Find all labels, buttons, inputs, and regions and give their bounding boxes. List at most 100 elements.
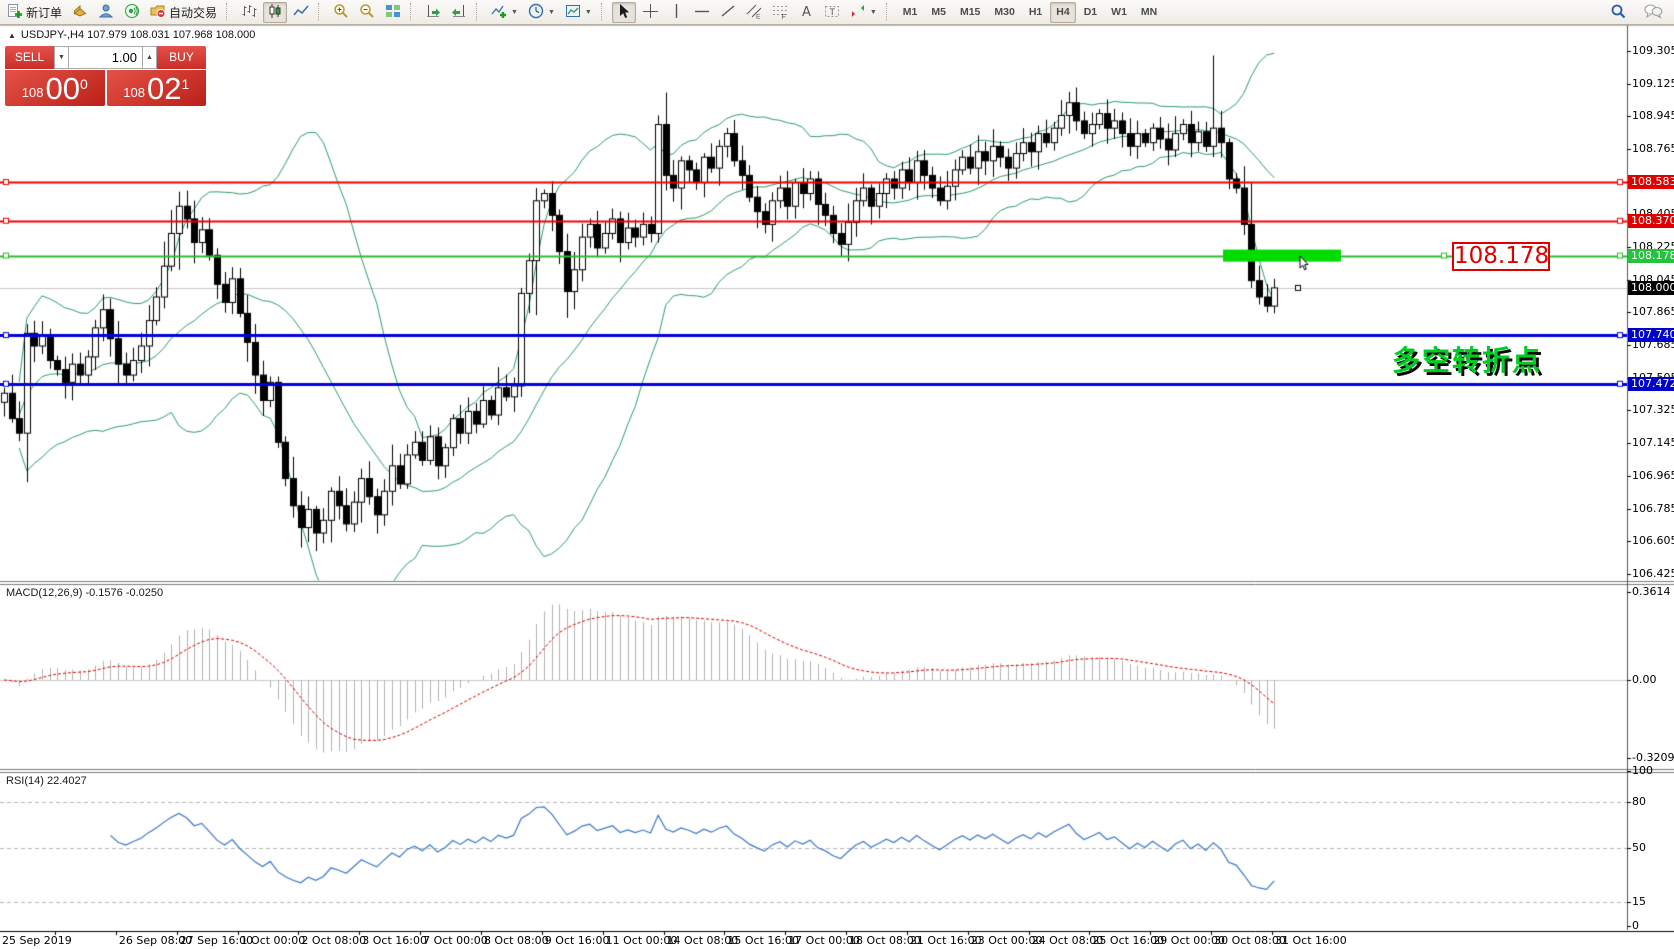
- chart-shift-icon: [451, 3, 467, 22]
- text-button[interactable]: A: [794, 2, 818, 23]
- tf-mn-button[interactable]: MN: [1140, 6, 1158, 18]
- volume-increase-button[interactable]: ▲: [142, 46, 157, 69]
- price-callout-label[interactable]: 108.178: [1452, 242, 1550, 271]
- community-button[interactable]: [94, 2, 118, 23]
- tf-h4-button[interactable]: H4: [1050, 1, 1076, 23]
- svg-text:E: E: [756, 13, 761, 19]
- auto-scroll-icon: [425, 3, 441, 22]
- autotrade-icon: [150, 3, 166, 22]
- line-chart-icon: [293, 3, 309, 22]
- buy-button[interactable]: BUY: [157, 46, 206, 69]
- vertical-line-button[interactable]: [664, 2, 688, 23]
- date-tick-label: 29 Oct 00:00: [1153, 934, 1226, 947]
- arrows-button[interactable]: ▼: [846, 2, 881, 23]
- arrows-icon: [850, 3, 866, 22]
- rsi-tick-label: 50: [1632, 841, 1646, 854]
- date-tick-label: 21 Oct 16:00: [909, 934, 982, 947]
- collapse-panel-icon[interactable]: ▲: [8, 30, 16, 40]
- sell-button[interactable]: SELL: [5, 46, 54, 69]
- price-level-label: 108.583: [1628, 175, 1674, 190]
- rsi-tick-label: 15: [1632, 895, 1646, 909]
- rsi-tick-label: 100: [1632, 763, 1653, 777]
- cursor-button[interactable]: [611, 1, 636, 23]
- tf-w1-button[interactable]: W1: [1111, 6, 1127, 18]
- bid-price-box[interactable]: 108 00 0: [5, 70, 105, 106]
- turning-point-annotation[interactable]: 多空转折点: [1392, 345, 1543, 376]
- price-tick-label: 107.145: [1632, 436, 1674, 450]
- candle-chart-button[interactable]: [263, 1, 288, 23]
- price-level-label: 108.000: [1628, 280, 1674, 295]
- rsi-tick-label: 0: [1632, 918, 1639, 932]
- date-tick-label: 14 Oct 08:00: [666, 934, 739, 947]
- indicators-button[interactable]: ▼: [487, 2, 522, 23]
- toolbar-separator: [600, 3, 608, 21]
- trendline-button[interactable]: [716, 2, 740, 23]
- date-tick-label: 15 Oct 16:00: [727, 934, 800, 947]
- date-tick-label: 30 Oct 08:00: [1214, 934, 1286, 947]
- fibonacci-icon: F: [772, 3, 788, 22]
- zoom-out-button[interactable]: [355, 2, 379, 23]
- zoom-in-button[interactable]: [329, 2, 353, 23]
- volume-decrease-button[interactable]: ▼: [54, 46, 69, 69]
- date-tick-label: 23 Oct 00:00: [970, 934, 1043, 947]
- text-label-icon: T: [824, 3, 840, 22]
- macd-tick-label: 0.3614: [1632, 585, 1671, 599]
- bar-chart-button[interactable]: [237, 2, 261, 23]
- autotrade-button[interactable]: 自动交易: [146, 2, 221, 23]
- line-chart-button[interactable]: [289, 2, 313, 23]
- templates-button[interactable]: ▼: [561, 2, 596, 23]
- indicators-icon: [491, 3, 507, 22]
- date-tick-label: 3 Oct 16:00: [362, 934, 427, 947]
- rsi-tick-label: 80: [1632, 794, 1646, 808]
- ask-pip-digit: 1: [181, 76, 190, 92]
- toolbar-separator: [476, 3, 483, 21]
- tile-windows-icon: [385, 3, 401, 22]
- volume-input[interactable]: [69, 46, 142, 69]
- toolbar-separator: [226, 3, 233, 21]
- chevron-down-icon: ▼: [869, 8, 877, 16]
- chat-button[interactable]: [1640, 2, 1667, 23]
- periods-button[interactable]: ▼: [524, 2, 559, 23]
- periods-icon: [528, 3, 544, 22]
- tf-m1-button[interactable]: M1: [902, 6, 918, 18]
- main-toolbar: 新订单 自动交易 ▼ ▼ ▼ E F A T ▼ M1 M5 M15 M30 H1 H4 D1 W1 MN: [0, 0, 1674, 25]
- price-level-label: 107.472: [1628, 376, 1674, 391]
- fibonacci-button[interactable]: F: [768, 2, 792, 23]
- channel-button[interactable]: E: [742, 2, 766, 23]
- horizontal-line-button[interactable]: [690, 2, 714, 23]
- bid-big-digits: 00: [45, 71, 80, 106]
- search-icon: [1610, 3, 1626, 22]
- price-level-label: 108.370: [1628, 213, 1674, 228]
- tf-d1-button[interactable]: D1: [1083, 6, 1098, 18]
- ask-price-box[interactable]: 108 02 1: [106, 70, 206, 106]
- chart-shift-button[interactable]: [447, 2, 471, 23]
- tf-m5-button[interactable]: M5: [931, 6, 946, 18]
- new-order-button[interactable]: 新订单: [3, 2, 66, 23]
- price-tick-label: 107.325: [1632, 403, 1674, 417]
- search-button[interactable]: [1606, 2, 1630, 23]
- rsi-indicator-header: RSI(14) 22.4027: [6, 775, 87, 787]
- date-tick-label: 2 Oct 08:00: [301, 934, 367, 947]
- bid-prefix: 108: [21, 85, 44, 100]
- text-label-button[interactable]: T: [820, 2, 844, 23]
- tile-windows-button[interactable]: [381, 2, 405, 23]
- price-tick-label: 108.765: [1632, 142, 1674, 156]
- signals-icon: [124, 3, 140, 22]
- tf-m15-button[interactable]: M15: [959, 6, 981, 18]
- auto-scroll-button[interactable]: [421, 2, 445, 23]
- community-icon: [98, 3, 114, 22]
- price-level-label: 108.178: [1628, 248, 1674, 263]
- price-tick-label: 106.425: [1632, 566, 1674, 580]
- crosshair-button[interactable]: [638, 2, 662, 23]
- chevron-down-icon: ▼: [511, 8, 518, 16]
- chevron-down-icon: ▼: [547, 8, 555, 16]
- price-tick-label: 106.605: [1632, 534, 1674, 548]
- signals-button[interactable]: [120, 2, 144, 23]
- templates-icon: [565, 3, 581, 22]
- symbol-header: ▲ USDJPY-,H4 107.979 108.031 107.968 108…: [8, 29, 255, 41]
- tf-m30-button[interactable]: M30: [994, 6, 1015, 18]
- tf-h1-button[interactable]: H1: [1028, 6, 1043, 18]
- market-watch-button[interactable]: [68, 2, 92, 23]
